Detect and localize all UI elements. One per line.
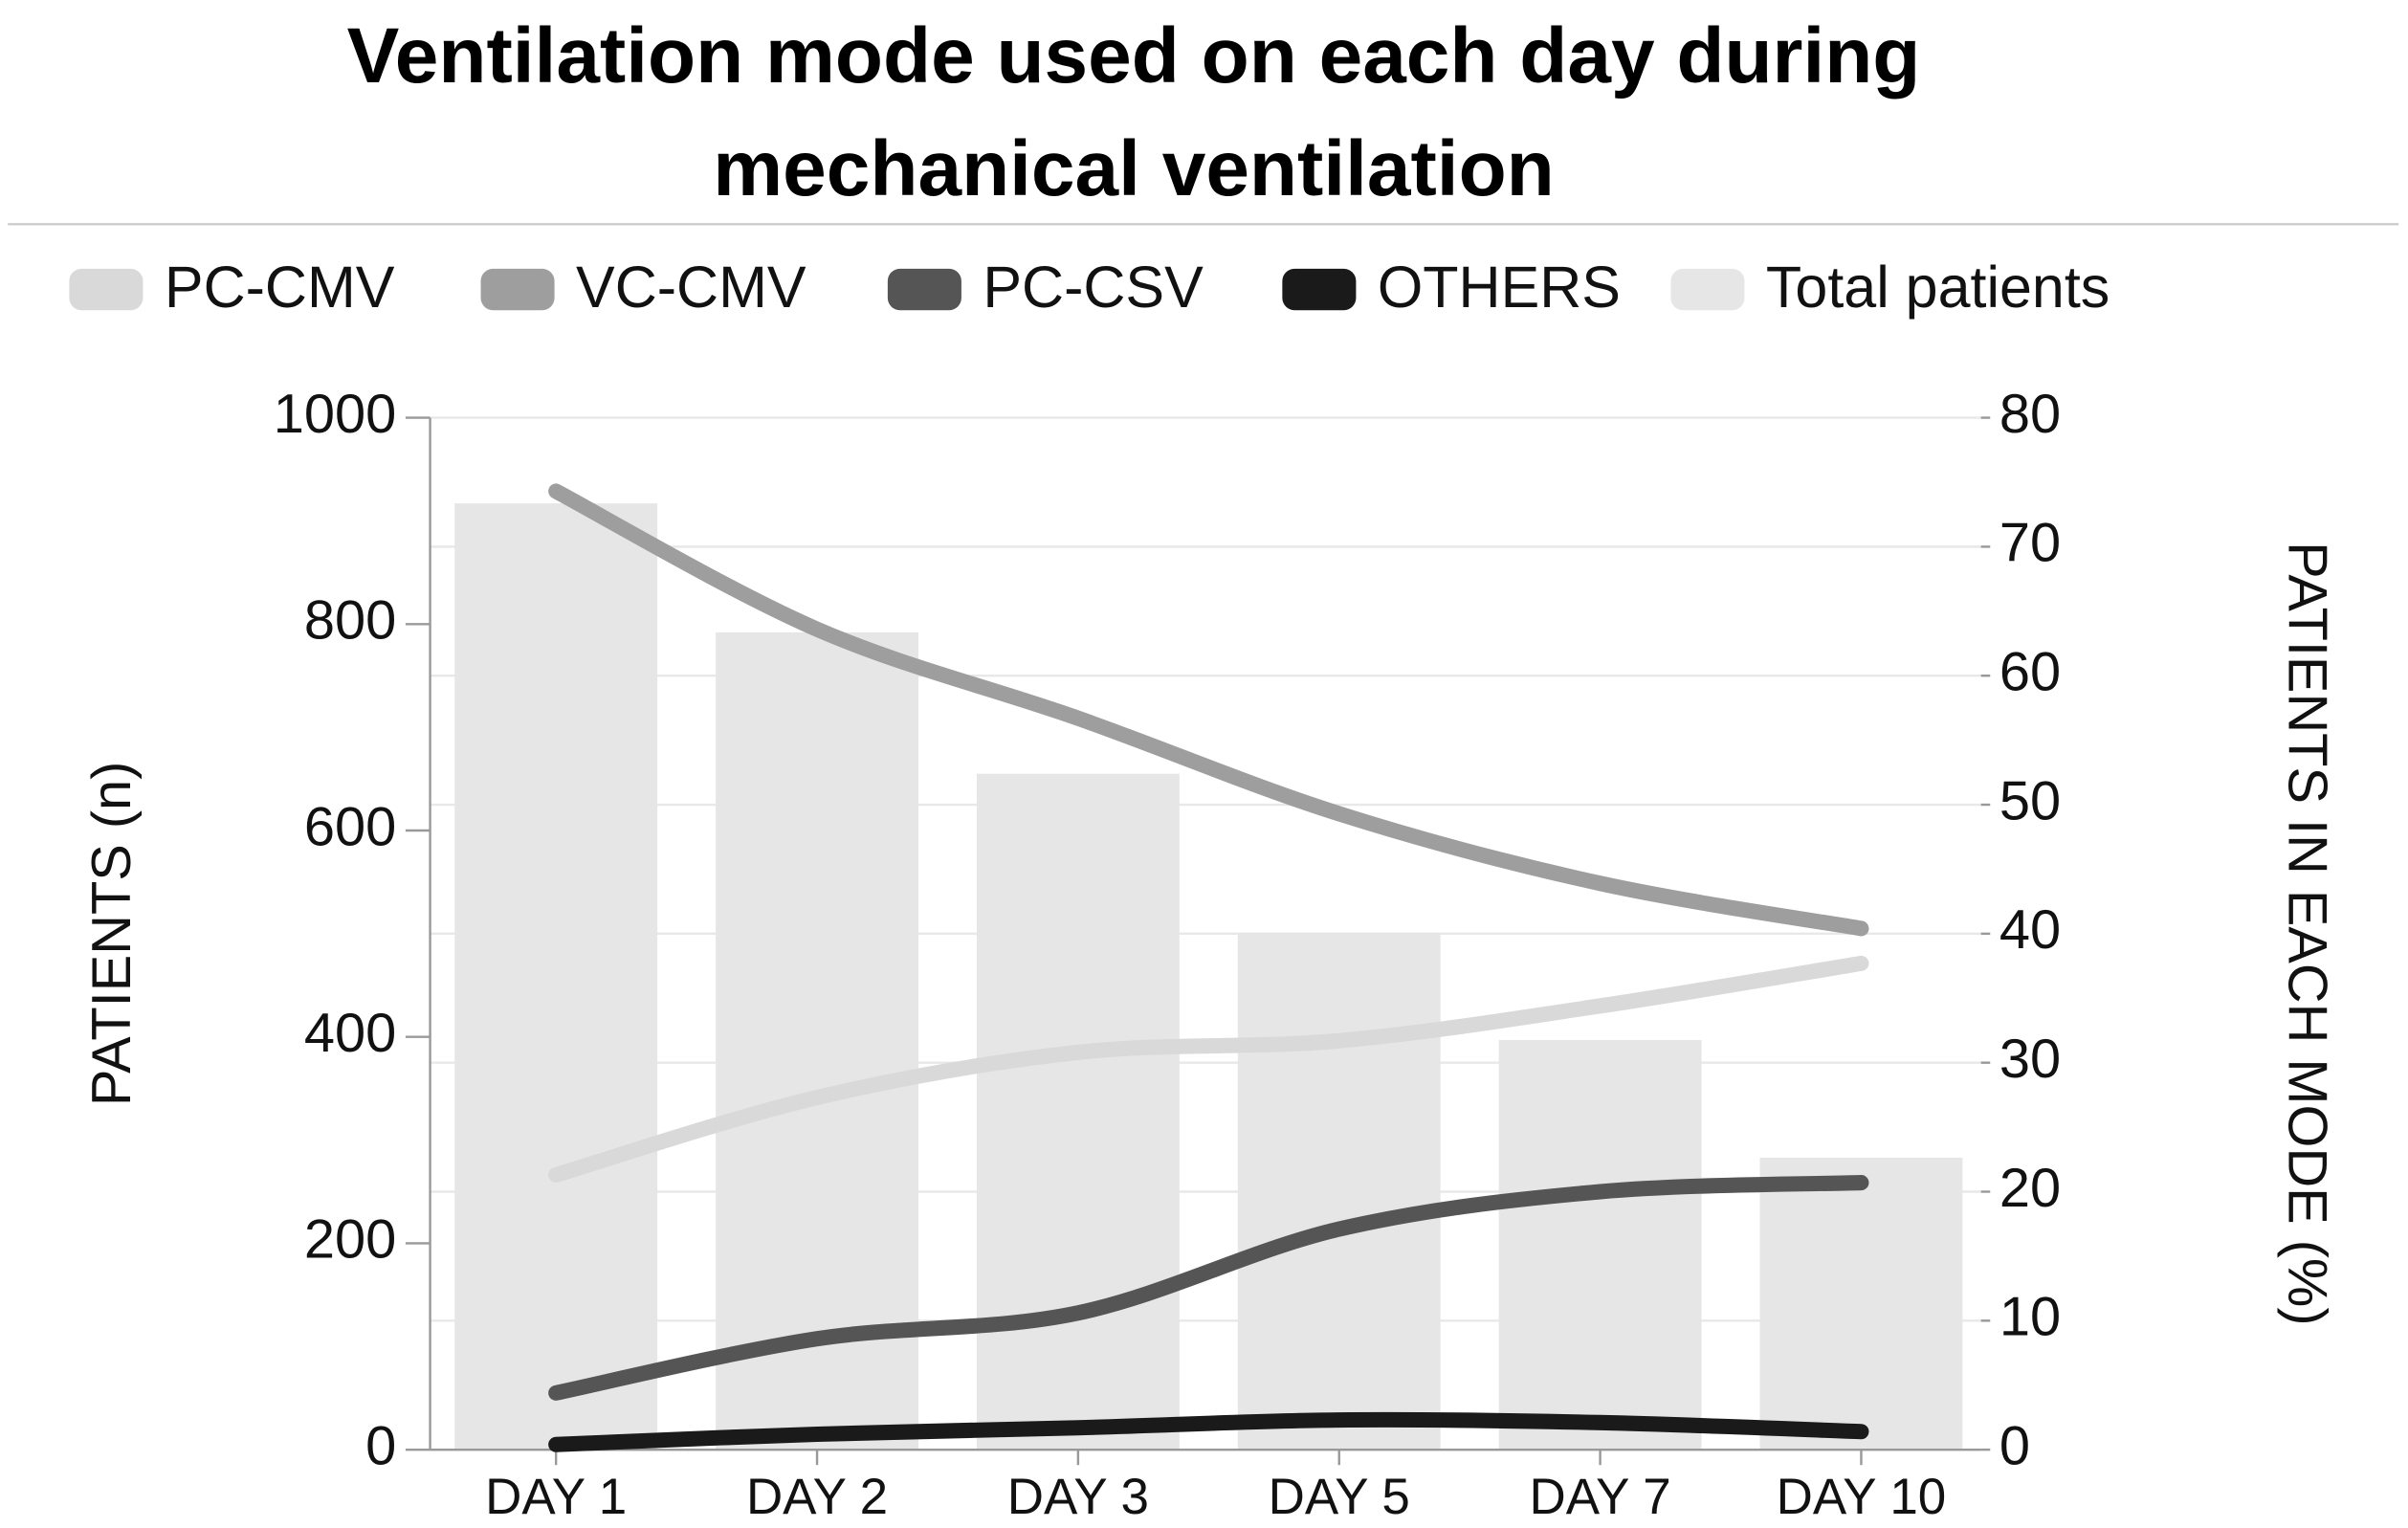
x-tick-label: DAY 2 (746, 1469, 888, 1525)
x-tick-label: DAY 1 (485, 1469, 627, 1525)
bar (976, 773, 1180, 1450)
bar (1759, 1157, 1963, 1450)
legend-label: OTHERS (1378, 255, 1621, 320)
y-axis-label: PATIENTS (n) (81, 762, 143, 1107)
y2-tick-label: 20 (1999, 1158, 2061, 1219)
y-tick-label: 800 (304, 590, 396, 652)
chart-title: Ventilation mode used on each day during… (346, 12, 1921, 212)
bar (454, 503, 658, 1450)
y2-tick-label: 70 (1999, 513, 2061, 574)
line-series (548, 483, 1869, 937)
legend-label: VC-CMV (576, 255, 806, 320)
y2-tick-label: 0 (1999, 1415, 2030, 1476)
legend-swatch (480, 268, 555, 311)
x-tick-label: DAY 10 (1777, 1469, 1947, 1525)
bar (716, 631, 918, 1450)
y2-tick-label: 50 (1999, 770, 2061, 831)
legend-label: Total patients (1766, 255, 2110, 320)
x-tick-label: DAY 3 (1007, 1469, 1149, 1525)
y-tick-label: 200 (304, 1209, 396, 1271)
y2-tick-label: 40 (1999, 899, 2061, 961)
bar (1498, 1039, 1702, 1450)
line-series (548, 955, 1869, 1183)
line-series (548, 1411, 1869, 1452)
legend-swatch (1282, 268, 1357, 311)
y-tick-label: 400 (304, 1003, 396, 1064)
legend-swatch (69, 268, 144, 311)
legend-swatch (1670, 268, 1745, 311)
y-tick-label: 0 (365, 1415, 396, 1476)
legend-label: PC-CMV (165, 255, 395, 320)
x-tick-label: DAY 7 (1530, 1469, 1671, 1525)
legend-label: PC-CSV (983, 255, 1204, 320)
y2-tick-label: 30 (1999, 1029, 2061, 1090)
y-tick-label: 1000 (274, 384, 397, 445)
y2-axis-label: PATIENTS IN EACH MODE (%) (2276, 542, 2337, 1325)
legend-swatch (887, 268, 961, 311)
bar (1237, 932, 1441, 1450)
x-tick-label: DAY 5 (1269, 1469, 1410, 1525)
line-series (548, 1175, 1869, 1401)
y2-tick-label: 80 (1999, 384, 2061, 445)
y2-tick-label: 10 (1999, 1287, 2061, 1348)
y2-tick-label: 60 (1999, 641, 2061, 702)
y-tick-label: 600 (304, 796, 396, 857)
